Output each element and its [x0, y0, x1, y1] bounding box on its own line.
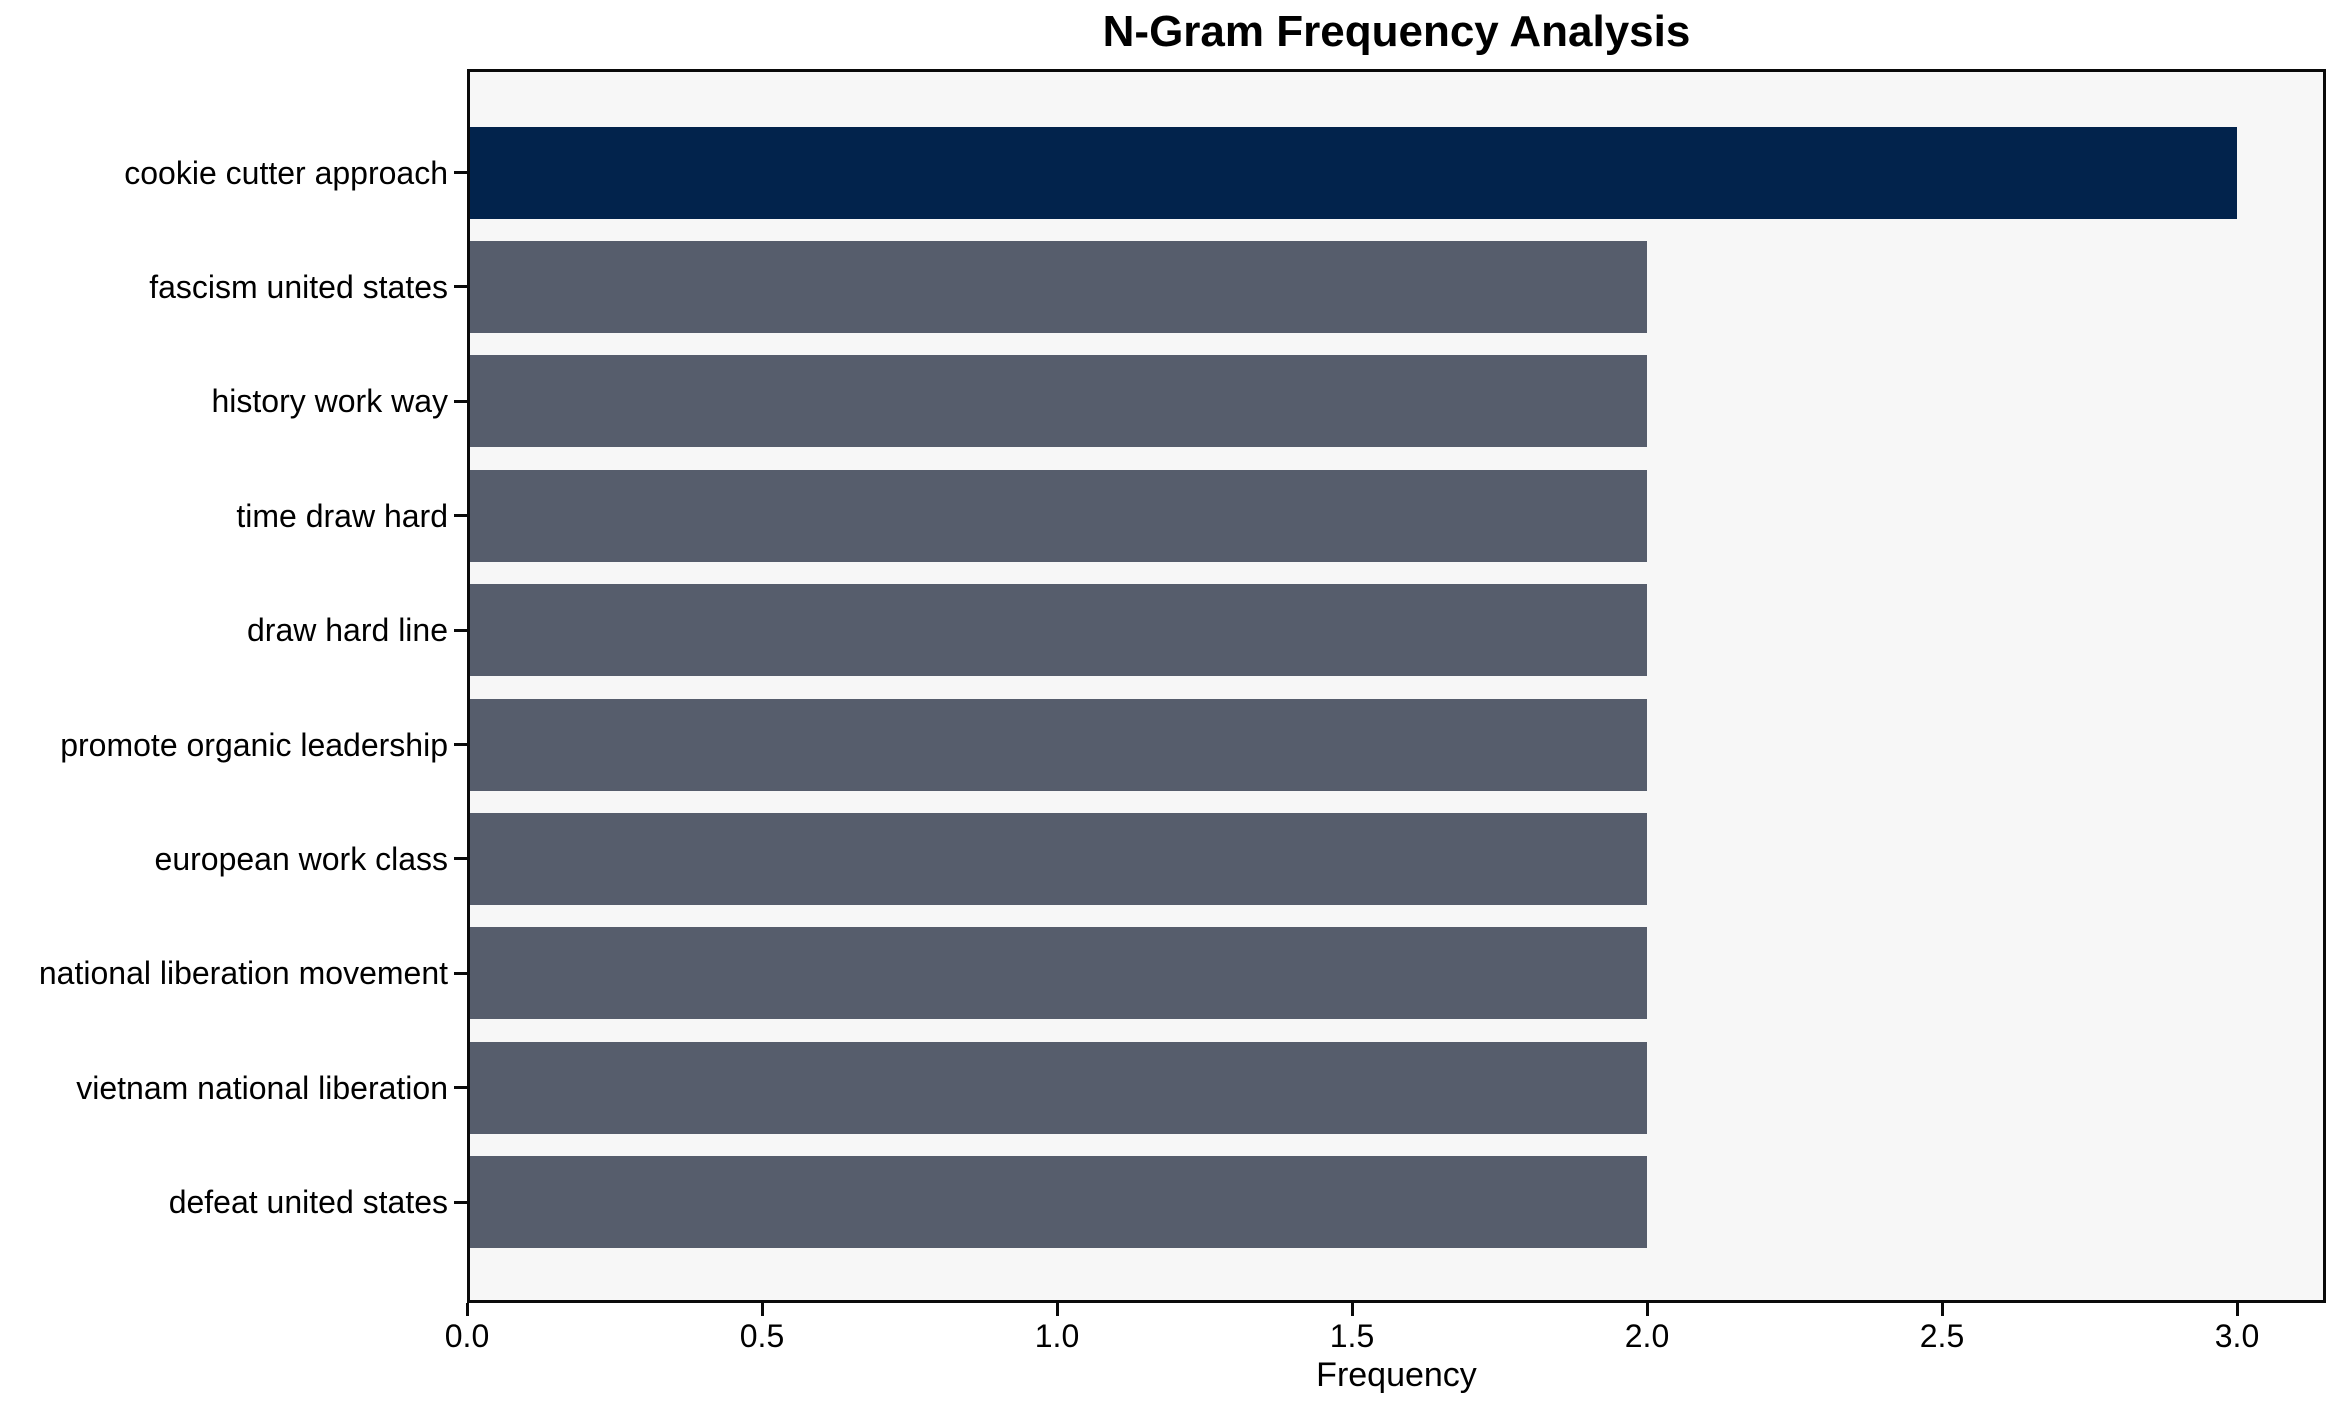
y-tick-label: history work way [211, 383, 449, 420]
x-tick-label: 1.0 [1034, 1318, 1080, 1354]
y-tick-label: time draw hard [236, 497, 448, 534]
plot-area [467, 69, 2326, 1303]
bar [467, 812, 1647, 905]
y-tick-label: defeat united states [168, 1184, 448, 1221]
y-tick-mark [454, 971, 467, 975]
x-tick-label: 2.0 [1624, 1318, 1670, 1354]
y-tick-mark [454, 514, 467, 518]
bar [467, 698, 1647, 791]
x-tick-mark [1645, 1303, 1649, 1316]
y-tick-mark [454, 171, 467, 174]
bar [467, 126, 2237, 219]
x-tick-label: 2.5 [1919, 1318, 1965, 1354]
x-axis-label: Frequency [1316, 1356, 1477, 1394]
bar [467, 1156, 1647, 1249]
bar [467, 1041, 1647, 1134]
bar [467, 927, 1647, 1020]
y-tick-mark [454, 857, 467, 861]
y-tick-mark [454, 399, 467, 403]
x-tick-label: 0.0 [444, 1318, 490, 1354]
bar [467, 355, 1647, 448]
y-tick-label: draw hard line [247, 612, 448, 649]
x-tick-mark [2235, 1303, 2239, 1316]
y-tick-mark [454, 1200, 467, 1204]
y-tick-label: fascism united states [149, 268, 448, 305]
bar [467, 240, 1647, 333]
y-tick-label: cookie cutter approach [124, 154, 448, 191]
y-tick-mark [454, 743, 467, 746]
chart-title: N-Gram Frequency Analysis [1102, 7, 1691, 56]
y-tick-mark [454, 285, 467, 289]
y-tick-label: promote organic leadership [60, 726, 448, 763]
y-tick-mark [454, 628, 467, 632]
x-tick-label: 3.0 [2214, 1318, 2260, 1354]
x-tick-mark [1940, 1303, 1944, 1316]
bar [467, 584, 1647, 677]
x-tick-mark [760, 1303, 764, 1316]
y-tick-label: european work class [154, 840, 448, 877]
y-tick-mark [454, 1086, 467, 1090]
bar [467, 469, 1647, 562]
x-tick-mark [1055, 1303, 1059, 1316]
x-tick-mark [1350, 1303, 1354, 1316]
x-tick-mark [465, 1303, 469, 1316]
x-tick-label: 0.5 [739, 1318, 785, 1354]
x-tick-label: 1.5 [1329, 1318, 1375, 1354]
y-tick-label: vietnam national liberation [76, 1069, 448, 1106]
y-tick-label: national liberation movement [38, 955, 448, 992]
